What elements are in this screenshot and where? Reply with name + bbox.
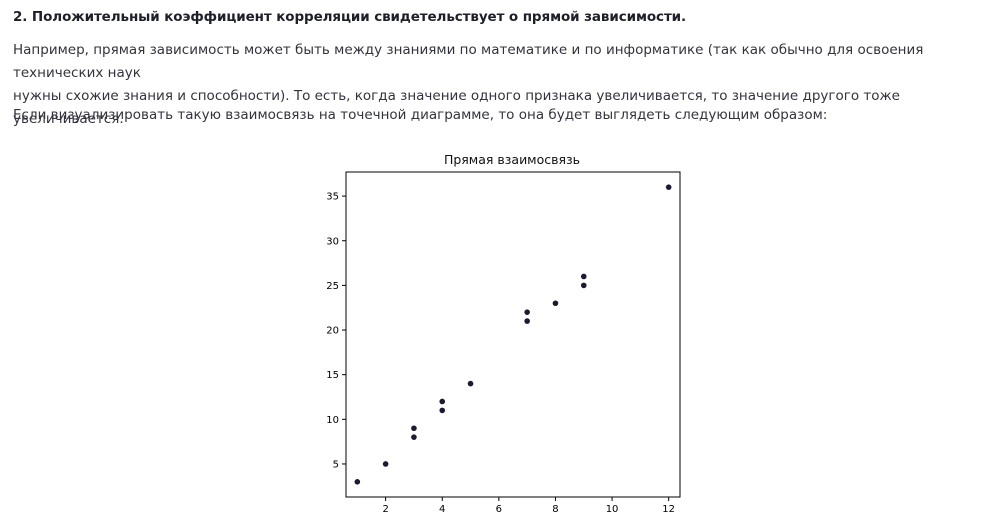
x-tick-label: 6 xyxy=(496,504,502,515)
scatter-point xyxy=(665,184,672,190)
scatter-point xyxy=(524,309,530,315)
y-tick-label: 15 xyxy=(326,370,339,381)
y-tick-label: 35 xyxy=(326,192,339,203)
y-tick-label: 10 xyxy=(326,415,339,426)
chart-title: Прямая взаимосвязь xyxy=(444,152,580,167)
y-tick-label: 30 xyxy=(326,236,339,247)
plot-area-frame xyxy=(345,171,681,498)
scatter-point xyxy=(439,398,446,405)
y-tick-label: 5 xyxy=(333,459,339,470)
y-tick-label: 25 xyxy=(326,281,339,292)
scatter-chart: Прямая взаимосвязь 2 4 6 8 10 12 5 10 15 20 25 30 3… xyxy=(300,145,700,526)
scatter-point xyxy=(467,380,474,387)
scatter-point xyxy=(580,273,587,280)
scatter-point xyxy=(552,300,559,307)
scatter-point xyxy=(439,407,446,414)
scatter-point xyxy=(524,318,530,324)
scatter-point xyxy=(411,434,417,440)
y-axis: 5 10 15 20 25 30 35 xyxy=(326,192,346,470)
scatter-point xyxy=(580,282,587,289)
x-tick-label: 4 xyxy=(439,504,445,515)
x-tick-label: 2 xyxy=(382,504,388,515)
paragraph-example-line-1: Например, прямая зависимость может быть … xyxy=(13,42,924,81)
x-axis: 2 4 6 8 10 12 xyxy=(382,497,675,515)
data-points xyxy=(354,184,672,485)
scatter-point xyxy=(382,461,389,467)
x-tick-label: 8 xyxy=(552,504,558,515)
scatter-point xyxy=(411,425,417,432)
section-heading: 2. Положительный коэффициент корреляции … xyxy=(13,9,687,25)
scatter-point xyxy=(354,479,361,485)
paragraph-example-line-2: нужны схожие знания и способности). То е… xyxy=(13,88,900,127)
scatter-chart-svg: Прямая взаимосвязь 2 4 6 8 10 12 5 10 15 20 25 30 3… xyxy=(326,152,681,515)
y-tick-label: 20 xyxy=(326,326,339,337)
x-tick-label: 12 xyxy=(662,504,675,515)
paragraph-example: Например, прямая зависимость может быть … xyxy=(13,39,978,131)
x-tick-label: 10 xyxy=(606,504,619,515)
paragraph-visualization: Если визуализировать такую взаимосвязь н… xyxy=(13,107,828,123)
